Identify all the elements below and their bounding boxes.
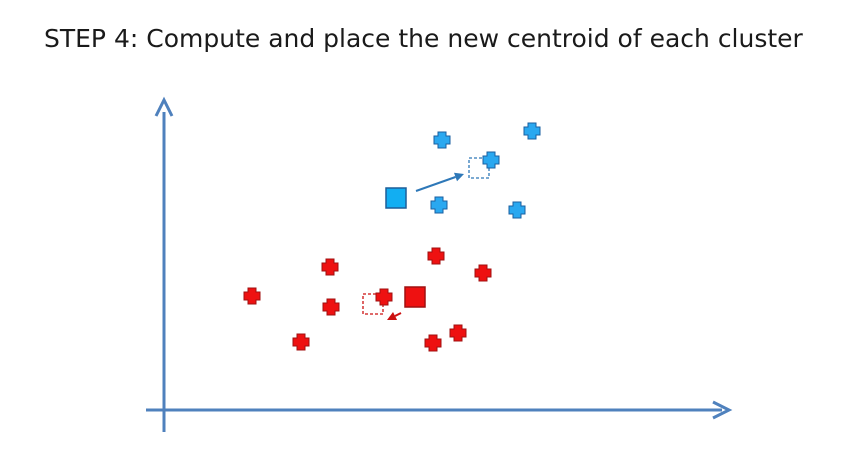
red-data-point	[375, 288, 393, 306]
blue-data-point	[430, 196, 448, 214]
red-centroid-arrow-head	[387, 311, 398, 320]
y-axis-arrowhead	[154, 96, 174, 117]
red-data-point	[292, 333, 310, 351]
axes	[146, 96, 733, 432]
slide-title: STEP 4: Compute and place the new centro…	[44, 24, 803, 53]
x-axis-arrowhead	[712, 400, 733, 420]
blue-centroid-arrow-shaft	[415, 176, 456, 192]
blue-data-point	[433, 131, 451, 149]
red-data-point	[243, 287, 261, 305]
red-centroid-arrow-shaft	[394, 312, 402, 317]
red-data-point	[321, 258, 339, 276]
red-data-point	[427, 247, 445, 265]
title-text: : Compute and place the new centroid of …	[129, 24, 803, 53]
red-data-point	[424, 334, 442, 352]
blue-data-point	[482, 151, 500, 169]
blue-data-point	[523, 122, 541, 140]
red-old-centroid	[404, 286, 426, 308]
blue-data-point	[508, 201, 526, 219]
red-data-point	[474, 264, 492, 282]
blue-centroid-arrow-head	[454, 172, 464, 182]
red-data-point	[322, 298, 340, 316]
red-data-point	[449, 324, 467, 342]
red-centroid-arrow	[387, 311, 402, 320]
blue-centroid-arrow	[415, 172, 464, 192]
blue-old-centroid	[385, 187, 407, 209]
title-step: STEP 4	[44, 24, 130, 53]
